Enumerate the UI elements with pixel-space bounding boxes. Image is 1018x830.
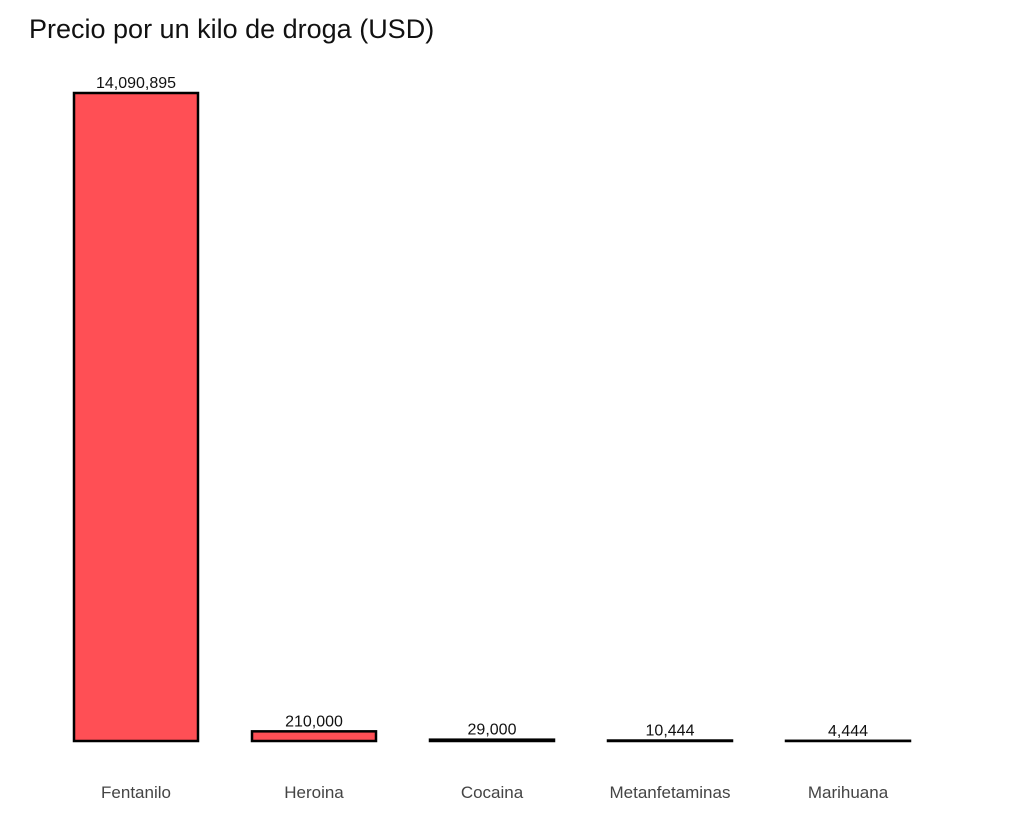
chart-title: Precio por un kilo de droga (USD)	[29, 14, 435, 44]
x-tick-label-metanfetaminas: Metanfetaminas	[610, 783, 731, 802]
data-label-cocaina: 29,000	[468, 722, 517, 739]
bar-heroina	[250, 730, 378, 743]
x-tick-label-fentanilo: Fentanilo	[101, 783, 171, 802]
data-label-marihuana: 4,444	[828, 723, 868, 740]
x-tick-label-heroina: Heroina	[284, 783, 344, 802]
x-tick-label-marihuana: Marihuana	[808, 783, 889, 802]
data-label-fentanilo: 14,090,895	[96, 75, 176, 92]
data-label-metanfetaminas: 10,444	[646, 723, 695, 740]
data-label-heroina: 210,000	[285, 713, 343, 730]
bar-cocaina	[428, 738, 556, 743]
bar-fentanilo	[72, 91, 200, 743]
x-tick-label-cocaina: Cocaina	[461, 783, 524, 802]
